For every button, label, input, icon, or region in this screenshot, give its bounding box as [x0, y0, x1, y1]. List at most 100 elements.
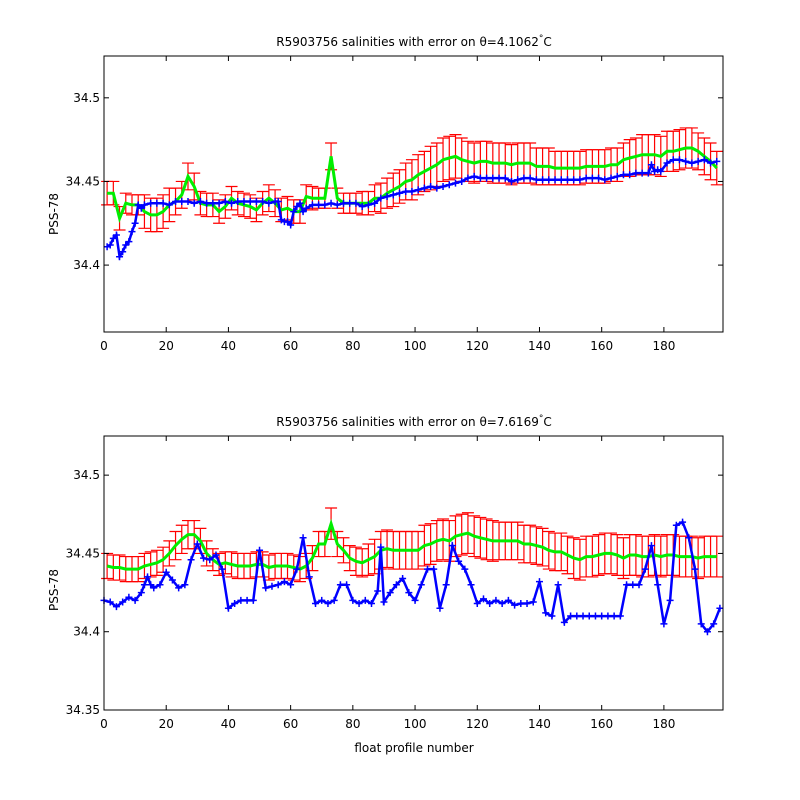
data-point	[672, 521, 680, 529]
data-point	[392, 581, 400, 589]
data-point	[336, 581, 344, 589]
data-point	[666, 596, 674, 604]
data-point	[529, 598, 537, 606]
data-point	[221, 198, 229, 206]
data-point	[551, 176, 559, 184]
data-point	[343, 581, 351, 589]
data-point	[364, 201, 372, 209]
x-tick-label: 40	[221, 339, 236, 353]
data-point	[312, 600, 320, 608]
data-point	[112, 603, 120, 611]
data-point	[383, 193, 391, 201]
data-point	[688, 159, 696, 167]
data-point	[256, 546, 264, 554]
data-point	[396, 189, 404, 197]
data-point	[165, 201, 173, 209]
data-point	[358, 203, 366, 211]
data-point	[467, 581, 475, 589]
data-point	[156, 581, 164, 589]
data-point	[563, 176, 571, 184]
x-tick-label: 40	[221, 717, 236, 731]
data-point	[414, 186, 422, 194]
data-point	[511, 601, 519, 609]
data-point	[598, 612, 606, 620]
data-point	[318, 596, 326, 604]
x-tick-label: 140	[528, 339, 551, 353]
data-point	[716, 604, 724, 612]
data-point	[638, 169, 646, 177]
data-point	[190, 199, 198, 207]
data-point	[610, 612, 618, 620]
data-point	[576, 176, 584, 184]
data-point	[663, 159, 671, 167]
chart-title: R5903756 salinities with error on θ=7.61…	[276, 414, 551, 429]
data-point	[333, 201, 341, 209]
x-tick-label: 160	[590, 339, 613, 353]
data-point	[430, 565, 438, 573]
data-point	[629, 581, 637, 589]
data-point	[209, 199, 217, 207]
data-point	[557, 176, 565, 184]
data-point	[417, 581, 425, 589]
data-point	[445, 181, 453, 189]
data-point	[654, 581, 662, 589]
plot-area	[101, 127, 723, 261]
data-point	[399, 574, 407, 582]
data-point	[402, 187, 410, 195]
x-tick-label: 160	[590, 717, 613, 731]
data-point	[682, 157, 690, 165]
data-point	[697, 620, 705, 628]
data-point	[486, 600, 494, 608]
data-point	[196, 198, 204, 206]
data-point	[172, 198, 180, 206]
data-point	[473, 600, 481, 608]
data-point	[187, 556, 195, 564]
data-point	[315, 201, 323, 209]
data-point	[573, 612, 581, 620]
x-tick-label: 180	[652, 717, 675, 731]
data-point	[162, 568, 170, 576]
data-point	[607, 174, 615, 182]
data-point	[691, 565, 699, 573]
data-point	[479, 595, 487, 603]
plot-area	[100, 507, 724, 636]
data-point	[287, 221, 295, 229]
chart-bottom: R5903756 salinities with error on θ=7.61…	[47, 414, 724, 755]
data-point	[131, 219, 139, 227]
data-point	[679, 518, 687, 526]
x-tick-label: 180	[652, 339, 675, 353]
data-point	[560, 618, 568, 626]
data-point	[224, 604, 232, 612]
data-point	[641, 565, 649, 573]
data-point	[498, 600, 506, 608]
data-point	[710, 620, 718, 628]
data-point	[517, 600, 525, 608]
data-point	[532, 176, 540, 184]
y-tick-label: 34.45	[66, 546, 100, 560]
data-point	[147, 199, 155, 207]
x-tick-label: 20	[159, 339, 174, 353]
data-point	[265, 199, 273, 207]
data-point	[371, 199, 379, 207]
data-point	[644, 169, 652, 177]
data-point	[175, 584, 183, 592]
error-bars	[101, 507, 723, 583]
y-tick-label: 34.4	[73, 258, 100, 272]
data-point	[411, 596, 419, 604]
data-point	[131, 596, 139, 604]
data-point	[694, 157, 702, 165]
data-point	[380, 598, 388, 606]
data-point	[389, 191, 397, 199]
x-tick-label: 0	[100, 339, 108, 353]
data-point	[215, 199, 223, 207]
data-point	[212, 551, 220, 559]
data-point	[588, 174, 596, 182]
data-point	[203, 199, 211, 207]
data-point	[632, 169, 640, 177]
data-point	[168, 576, 176, 584]
x-tick-label: 100	[404, 717, 427, 731]
data-point	[626, 171, 634, 179]
data-point	[451, 179, 459, 187]
data-point	[218, 565, 226, 573]
data-point	[439, 182, 447, 190]
